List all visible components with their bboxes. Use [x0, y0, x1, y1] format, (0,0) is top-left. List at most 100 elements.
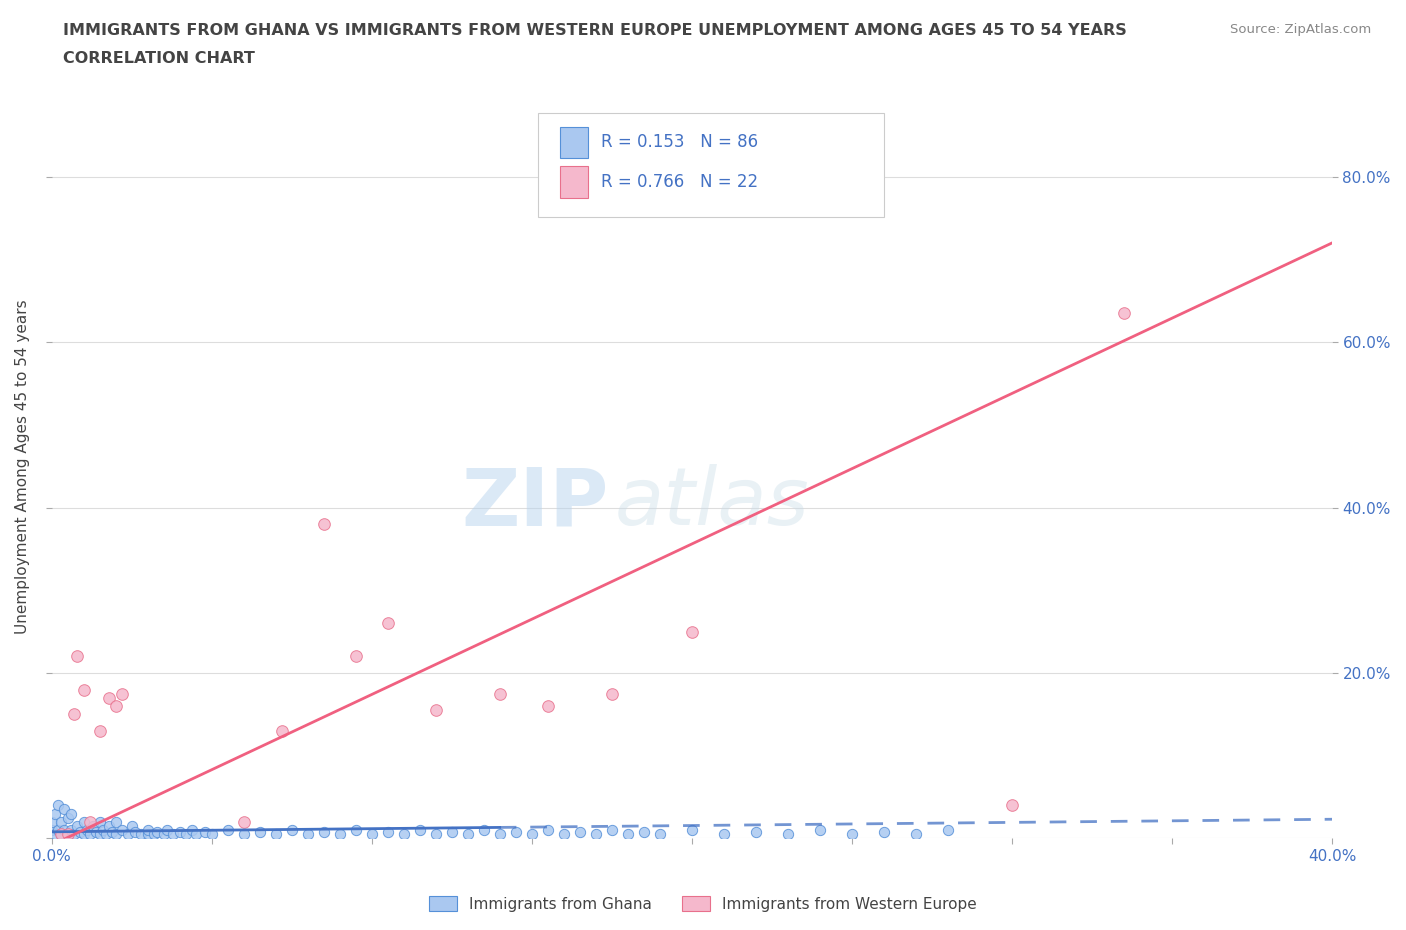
Point: [745, 824, 768, 839]
Point: [392, 827, 415, 842]
Point: [89, 815, 111, 830]
Point: [56, 810, 79, 825]
Point: [425, 703, 447, 718]
Point: [59, 823, 82, 838]
Point: [152, 827, 174, 842]
Point: [808, 823, 831, 838]
Point: [681, 823, 703, 838]
Point: [49, 815, 72, 830]
Point: [49, 827, 72, 842]
Y-axis label: Unemployment Among Ages 45 to 54 years: Unemployment Among Ages 45 to 54 years: [15, 299, 30, 633]
Point: [129, 827, 152, 842]
Point: [111, 823, 134, 838]
Point: [104, 698, 127, 713]
Point: [111, 686, 134, 701]
Point: [46, 823, 69, 838]
Point: [117, 827, 139, 842]
Point: [425, 827, 447, 842]
Point: [841, 827, 863, 842]
Point: [633, 824, 655, 839]
Point: [89, 827, 111, 842]
Text: atlas: atlas: [614, 464, 810, 542]
Point: [312, 517, 335, 532]
Point: [568, 824, 591, 839]
Point: [46, 798, 69, 813]
Point: [143, 827, 166, 842]
Point: [360, 827, 382, 842]
Point: [1112, 306, 1135, 321]
Point: [89, 724, 111, 738]
Point: [488, 686, 510, 701]
Point: [169, 824, 191, 839]
Point: [63, 827, 86, 842]
Point: [312, 824, 335, 839]
Point: [146, 824, 169, 839]
Point: [136, 827, 159, 842]
Point: [86, 824, 108, 839]
Point: [66, 649, 89, 664]
Point: [59, 806, 82, 821]
Point: [681, 624, 703, 639]
Point: [49, 827, 72, 842]
Point: [156, 823, 179, 838]
Point: [520, 827, 543, 842]
Point: [232, 827, 254, 842]
Point: [136, 823, 159, 838]
Point: [41, 815, 63, 830]
Text: IMMIGRANTS FROM GHANA VS IMMIGRANTS FROM WESTERN EUROPE UNEMPLOYMENT AMONG AGES : IMMIGRANTS FROM GHANA VS IMMIGRANTS FROM…: [63, 23, 1128, 38]
Point: [271, 724, 294, 738]
Point: [79, 827, 101, 842]
Point: [94, 827, 117, 842]
Point: [63, 707, 86, 722]
Point: [79, 815, 101, 830]
Point: [91, 823, 114, 838]
Text: R = 0.766   N = 22: R = 0.766 N = 22: [600, 173, 758, 191]
Point: [72, 815, 94, 830]
Point: [280, 823, 302, 838]
Bar: [560, 126, 588, 158]
Point: [72, 682, 94, 697]
Point: [53, 802, 76, 817]
Point: [98, 690, 121, 705]
Point: [600, 823, 623, 838]
Point: [648, 827, 671, 842]
Point: [194, 824, 217, 839]
Point: [553, 827, 575, 842]
Bar: [560, 166, 588, 197]
Point: [505, 824, 527, 839]
Point: [181, 823, 204, 838]
Point: [616, 827, 638, 842]
Point: [76, 823, 98, 838]
Point: [600, 686, 623, 701]
Point: [44, 827, 66, 842]
Point: [104, 827, 127, 842]
Point: [472, 823, 495, 838]
Point: [44, 806, 66, 821]
Point: [377, 824, 399, 839]
Point: [162, 827, 184, 842]
Text: CORRELATION CHART: CORRELATION CHART: [63, 51, 254, 66]
Point: [904, 827, 927, 842]
FancyBboxPatch shape: [538, 113, 884, 217]
Point: [488, 827, 510, 842]
Point: [124, 824, 146, 839]
Point: [537, 823, 560, 838]
Point: [200, 827, 222, 842]
Point: [297, 827, 319, 842]
Point: [585, 827, 607, 842]
Point: [56, 827, 79, 842]
Point: [873, 824, 896, 839]
Text: Source: ZipAtlas.com: Source: ZipAtlas.com: [1230, 23, 1371, 36]
Point: [377, 616, 399, 631]
Point: [457, 827, 479, 842]
Point: [66, 818, 89, 833]
Point: [101, 824, 124, 839]
Point: [104, 815, 127, 830]
Point: [121, 818, 143, 833]
Point: [329, 827, 352, 842]
Point: [776, 827, 799, 842]
Point: [344, 823, 367, 838]
Point: [53, 823, 76, 838]
Point: [264, 827, 287, 842]
Point: [936, 823, 959, 838]
